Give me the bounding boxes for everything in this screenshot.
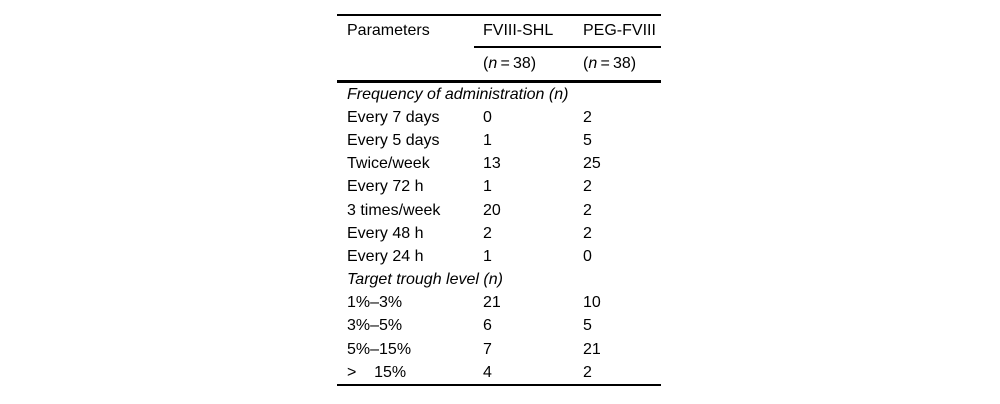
- row-label: Every 24 h: [347, 247, 424, 265]
- table-row: Every 5 days 1 5: [337, 129, 661, 152]
- table-row: Every 24 h 1 0: [337, 245, 661, 268]
- cell-fviii-shl: 4: [483, 363, 492, 381]
- table-bottom-rule: [337, 384, 661, 387]
- cell-fviii-shl: 21: [483, 294, 501, 312]
- table-row: 1%–3% 21 10: [337, 292, 661, 315]
- subheader-n-fviii-shl: (n = 38): [477, 55, 583, 73]
- table-row: Every 72 h 1 2: [337, 176, 661, 199]
- cell-fviii-shl: 1: [483, 247, 492, 265]
- row-label: Twice/week: [347, 155, 430, 173]
- row-label: Every 72 h: [347, 178, 424, 196]
- n-value: = 38): [497, 55, 537, 72]
- column-header-parameters: Parameters: [347, 22, 430, 39]
- section-label: Frequency of administration (n): [347, 85, 569, 103]
- n-value: = 38): [597, 55, 637, 72]
- cell-fviii-shl: 20: [483, 201, 501, 219]
- table-row: 5%–15% 7 21: [337, 338, 661, 361]
- row-label: 5%–15%: [347, 340, 412, 358]
- cell-fviii-shl: 13: [483, 155, 501, 173]
- cell-peg-fviii: 5: [583, 131, 592, 149]
- table-row: 3 times/week 20 2: [337, 199, 661, 222]
- cell-peg-fviii: 2: [583, 178, 592, 196]
- cell-fviii-shl: 6: [483, 317, 492, 335]
- group-spanner-rule: [474, 46, 661, 48]
- cell-peg-fviii: 2: [583, 201, 592, 219]
- cell-peg-fviii: 2: [583, 224, 592, 242]
- section-row-frequency: Frequency of administration (n): [337, 83, 661, 106]
- cell-peg-fviii: 2: [583, 108, 592, 126]
- column-header-fviii-shl: FVIII-SHL: [483, 22, 554, 39]
- table-row: 3%–5% 6 5: [337, 315, 661, 338]
- row-label: 3 times/week: [347, 201, 441, 219]
- cell-peg-fviii: 21: [583, 340, 601, 358]
- row-label: Every 7 days: [347, 108, 440, 126]
- row-label: Every 5 days: [347, 131, 440, 149]
- n-symbol: n: [588, 55, 598, 72]
- section-label: Target trough level (n): [347, 271, 503, 289]
- subheader-n-peg-fviii: (n = 38): [583, 55, 661, 73]
- clinical-parameters-table: Parameters FVIII-SHL PEG-FVIII (n = 38) …: [337, 14, 661, 387]
- table-row: Twice/week 13 25: [337, 153, 661, 176]
- cell-peg-fviii: 0: [583, 247, 592, 265]
- table-subheader-row: (n = 38) (n = 38): [337, 48, 661, 80]
- row-label: 3%–5%: [347, 317, 403, 335]
- header-body-rule: [337, 80, 661, 83]
- paren-open: (: [583, 55, 589, 72]
- cell-fviii-shl: 1: [483, 131, 492, 149]
- table-top-rule: [337, 14, 661, 16]
- cell-fviii-shl: 2: [483, 224, 492, 242]
- section-row-trough: Target trough level (n): [337, 269, 661, 292]
- table-row: Every 48 h 2 2: [337, 222, 661, 245]
- cell-fviii-shl: 7: [483, 340, 492, 358]
- table-header-row: Parameters FVIII-SHL PEG-FVIII: [337, 16, 661, 46]
- column-header-peg-fviii: PEG-FVIII: [583, 22, 656, 39]
- row-label: > 15%: [347, 363, 407, 381]
- cell-peg-fviii: 10: [583, 294, 601, 312]
- cell-peg-fviii: 25: [583, 155, 601, 173]
- table-row: > 15% 4 2: [337, 361, 661, 384]
- row-label: Every 48 h: [347, 224, 424, 242]
- paren-open: (: [483, 55, 489, 72]
- n-symbol: n: [488, 55, 498, 72]
- group-spanner-row: [337, 46, 661, 48]
- cell-peg-fviii: 5: [583, 317, 592, 335]
- table-row: Every 7 days 0 2: [337, 106, 661, 129]
- cell-fviii-shl: 0: [483, 108, 492, 126]
- cell-peg-fviii: 2: [583, 363, 592, 381]
- cell-fviii-shl: 1: [483, 178, 492, 196]
- row-label: 1%–3%: [347, 294, 403, 312]
